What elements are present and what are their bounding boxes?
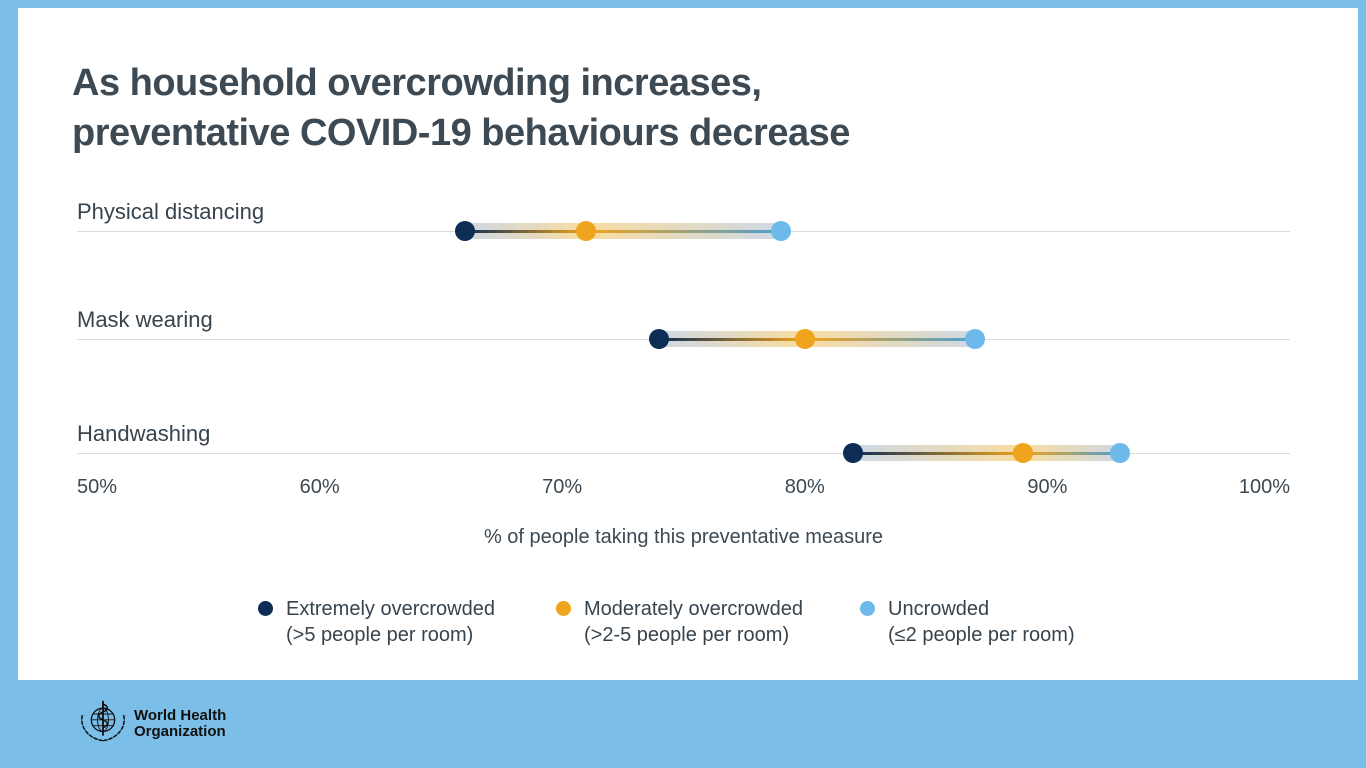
legend-sublabel: (>2-5 people per room) (584, 624, 790, 646)
row-label: Physical distancing (77, 199, 265, 224)
chart-card: As household overcrowding increases, pre… (18, 8, 1358, 680)
legend-dot-icon (258, 601, 273, 616)
dot-extremely-overcrowded (843, 443, 864, 463)
legend-text: Uncrowded (≤2 people per room) (888, 596, 1075, 648)
legend-item-extremely-overcrowded: Extremely overcrowded (>5 people per room… (258, 596, 495, 648)
who-logo-text-line2: Organization (134, 723, 226, 740)
legend-sublabel: (≤2 people per room) (888, 624, 1075, 646)
dumbbell-connector-line (659, 338, 975, 341)
legend-label: Extremely overcrowded (286, 598, 495, 620)
dumbbell-connector-line (853, 452, 1121, 455)
x-axis-caption: % of people taking this preventative mea… (483, 526, 884, 548)
x-axis-tick: 80% (784, 476, 825, 498)
who-logo-text: World Health Organization (134, 708, 226, 740)
dot-moderately-overcrowded (1013, 443, 1034, 463)
dot-extremely-overcrowded (455, 221, 476, 241)
row-label: Mask wearing (77, 307, 213, 332)
legend-dot-icon (556, 601, 571, 616)
x-axis-tick: 50% (77, 476, 118, 498)
row-gridline (77, 453, 1290, 454)
legend-text: Moderately overcrowded (>2-5 people per r… (584, 596, 803, 648)
x-axis: 50% 60% 70% 80% 90% 100% (77, 476, 1290, 502)
dot-extremely-overcrowded (649, 329, 670, 349)
legend-item-uncrowded: Uncrowded (≤2 people per room) (860, 596, 1075, 648)
plot-area: Physical distancing Mask wearing Handwashi… (77, 8, 1290, 528)
dot-uncrowded (964, 329, 985, 349)
dot-moderately-overcrowded (794, 329, 815, 349)
x-axis-tick: 100% (1238, 476, 1290, 498)
chart-title-line2: preventative COVID-19 behaviours decreas… (72, 112, 850, 154)
who-logo: World Health Organization (78, 699, 226, 749)
x-axis-tick: 70% (542, 476, 583, 498)
legend: Extremely overcrowded (>5 people per room… (18, 596, 1358, 656)
dumbbell-connector-line (465, 230, 781, 233)
chart-title-line1: As household overcrowding increases, (72, 62, 762, 104)
legend-dot-icon (860, 601, 875, 616)
who-logo-text-line1: World Health (134, 707, 227, 724)
dot-moderately-overcrowded (576, 221, 597, 241)
legend-item-moderately-overcrowded: Moderately overcrowded (>2-5 people per r… (556, 596, 803, 648)
who-emblem-icon (81, 700, 125, 742)
x-axis-tick: 60% (299, 476, 340, 498)
footer: World Health Organization (0, 680, 1366, 768)
legend-label: Uncrowded (888, 598, 990, 620)
legend-label: Moderately overcrowded (584, 598, 803, 620)
chart-title: As household overcrowding increases, pre… (72, 58, 850, 158)
legend-sublabel: (>5 people per room) (286, 624, 474, 646)
dot-uncrowded (770, 221, 791, 241)
x-axis-tick: 90% (1027, 476, 1068, 498)
row-label: Handwashing (77, 421, 211, 446)
legend-text: Extremely overcrowded (>5 people per room… (286, 596, 495, 648)
dot-uncrowded (1110, 443, 1131, 463)
